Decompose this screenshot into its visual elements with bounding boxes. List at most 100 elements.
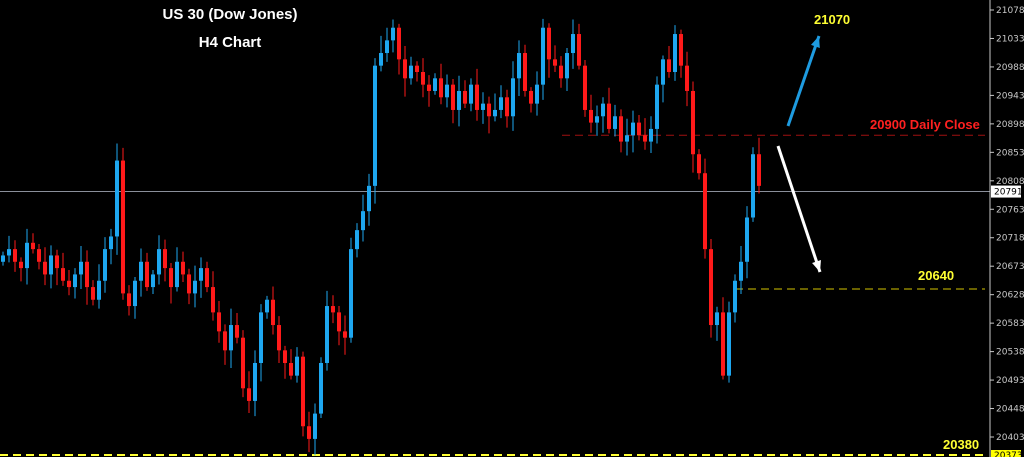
candle-body: [541, 27, 545, 85]
y-tick-label: 20628: [996, 291, 1024, 301]
candle-body: [151, 274, 155, 288]
arrow-up-head: [810, 36, 820, 48]
candle-body: [655, 84, 659, 129]
candle-body: [295, 356, 299, 376]
candle-body: [595, 116, 599, 123]
daily-close-label: 20900 Daily Close: [870, 117, 980, 132]
candle-body: [649, 128, 653, 142]
y-tick-label: 20583: [996, 319, 1024, 329]
candle-body: [451, 84, 455, 110]
candle-body: [511, 78, 515, 117]
candle-body: [67, 280, 71, 288]
candle-body: [553, 59, 557, 66]
candle-body: [505, 97, 509, 117]
candle-body: [745, 217, 749, 262]
bottom-price-label: 20373: [994, 451, 1023, 457]
candle-body: [343, 331, 347, 338]
candle-body: [433, 78, 437, 91]
candle-body: [667, 59, 671, 72]
candle-body: [679, 34, 683, 66]
candle-body: [37, 249, 41, 262]
candle-body: [637, 122, 641, 136]
candle-body: [535, 84, 539, 104]
candle-body: [427, 84, 431, 91]
candle-body: [31, 242, 35, 250]
y-tick-label: 20943: [996, 91, 1024, 101]
candle-body: [61, 268, 65, 281]
candle-body: [751, 154, 755, 218]
candle-body: [7, 249, 11, 256]
candle-body: [493, 109, 497, 117]
candle-body: [229, 325, 233, 351]
candle-body: [421, 71, 425, 85]
candle-body: [583, 65, 587, 110]
candle-body: [325, 306, 329, 363]
candle-body: [739, 261, 743, 281]
candle-body: [187, 274, 191, 294]
candle-body: [589, 109, 593, 123]
candle-body: [115, 160, 119, 237]
candle-body: [613, 116, 617, 129]
y-tick-label: 20898: [996, 120, 1024, 130]
candle-body: [169, 268, 173, 288]
support-label: 20640: [918, 268, 955, 283]
candle-body: [439, 78, 443, 98]
current-price-label: 20791: [994, 188, 1023, 198]
candle-body: [241, 337, 245, 389]
candle-body: [55, 255, 59, 269]
candle-body: [619, 116, 623, 142]
candle-body: [685, 65, 689, 91]
candle-body: [157, 249, 161, 275]
y-tick-label: 20448: [996, 405, 1024, 415]
y-tick-label: 20538: [996, 348, 1024, 358]
candle-body: [13, 249, 17, 262]
candle-body: [235, 325, 239, 338]
candle-body: [199, 268, 203, 281]
candle-body: [481, 103, 485, 110]
bottom-label: 20380: [943, 437, 980, 452]
candle-body: [103, 249, 107, 281]
candle-body: [403, 59, 407, 79]
candle-body: [211, 287, 215, 313]
candle-body: [601, 103, 605, 117]
candle-body: [457, 90, 461, 110]
y-tick-label: 20493: [996, 376, 1024, 386]
arrow-down-head: [812, 260, 821, 272]
candle-body: [565, 53, 569, 79]
candle-body: [517, 53, 521, 79]
candle-body: [391, 27, 395, 41]
candle-body: [121, 160, 125, 294]
candle-body: [289, 362, 293, 376]
target-up-label: 21070: [814, 12, 851, 27]
candle-body: [163, 249, 167, 269]
current-price-box: [991, 185, 1021, 198]
candle-body: [181, 261, 185, 275]
candle-body: [355, 230, 359, 250]
arrow-up-shaft: [786, 35, 821, 127]
candle-body: [571, 34, 575, 54]
candle-body: [631, 122, 635, 136]
candle-body: [373, 65, 377, 186]
candle-body: [697, 154, 701, 174]
candle-body: [277, 325, 281, 351]
y-tick-label: 20988: [996, 63, 1024, 73]
candle-body: [175, 261, 179, 288]
bottom-price-box: [991, 450, 1021, 457]
candle-body: [691, 90, 695, 155]
y-tick-label: 20718: [996, 234, 1024, 244]
candle-body: [367, 185, 371, 212]
candle-body: [91, 287, 95, 300]
candle-body: [463, 90, 467, 104]
candle-body: [79, 261, 83, 275]
candle-body: [625, 135, 629, 142]
candle-body: [109, 236, 113, 250]
candle-body: [265, 299, 269, 313]
candle-body: [85, 261, 89, 288]
candle-body: [469, 84, 473, 104]
candle-body: [19, 261, 23, 269]
candle-body: [283, 350, 287, 363]
candle-body: [523, 53, 527, 91]
candle-body: [331, 306, 335, 313]
y-tick-label: 20853: [996, 148, 1024, 158]
